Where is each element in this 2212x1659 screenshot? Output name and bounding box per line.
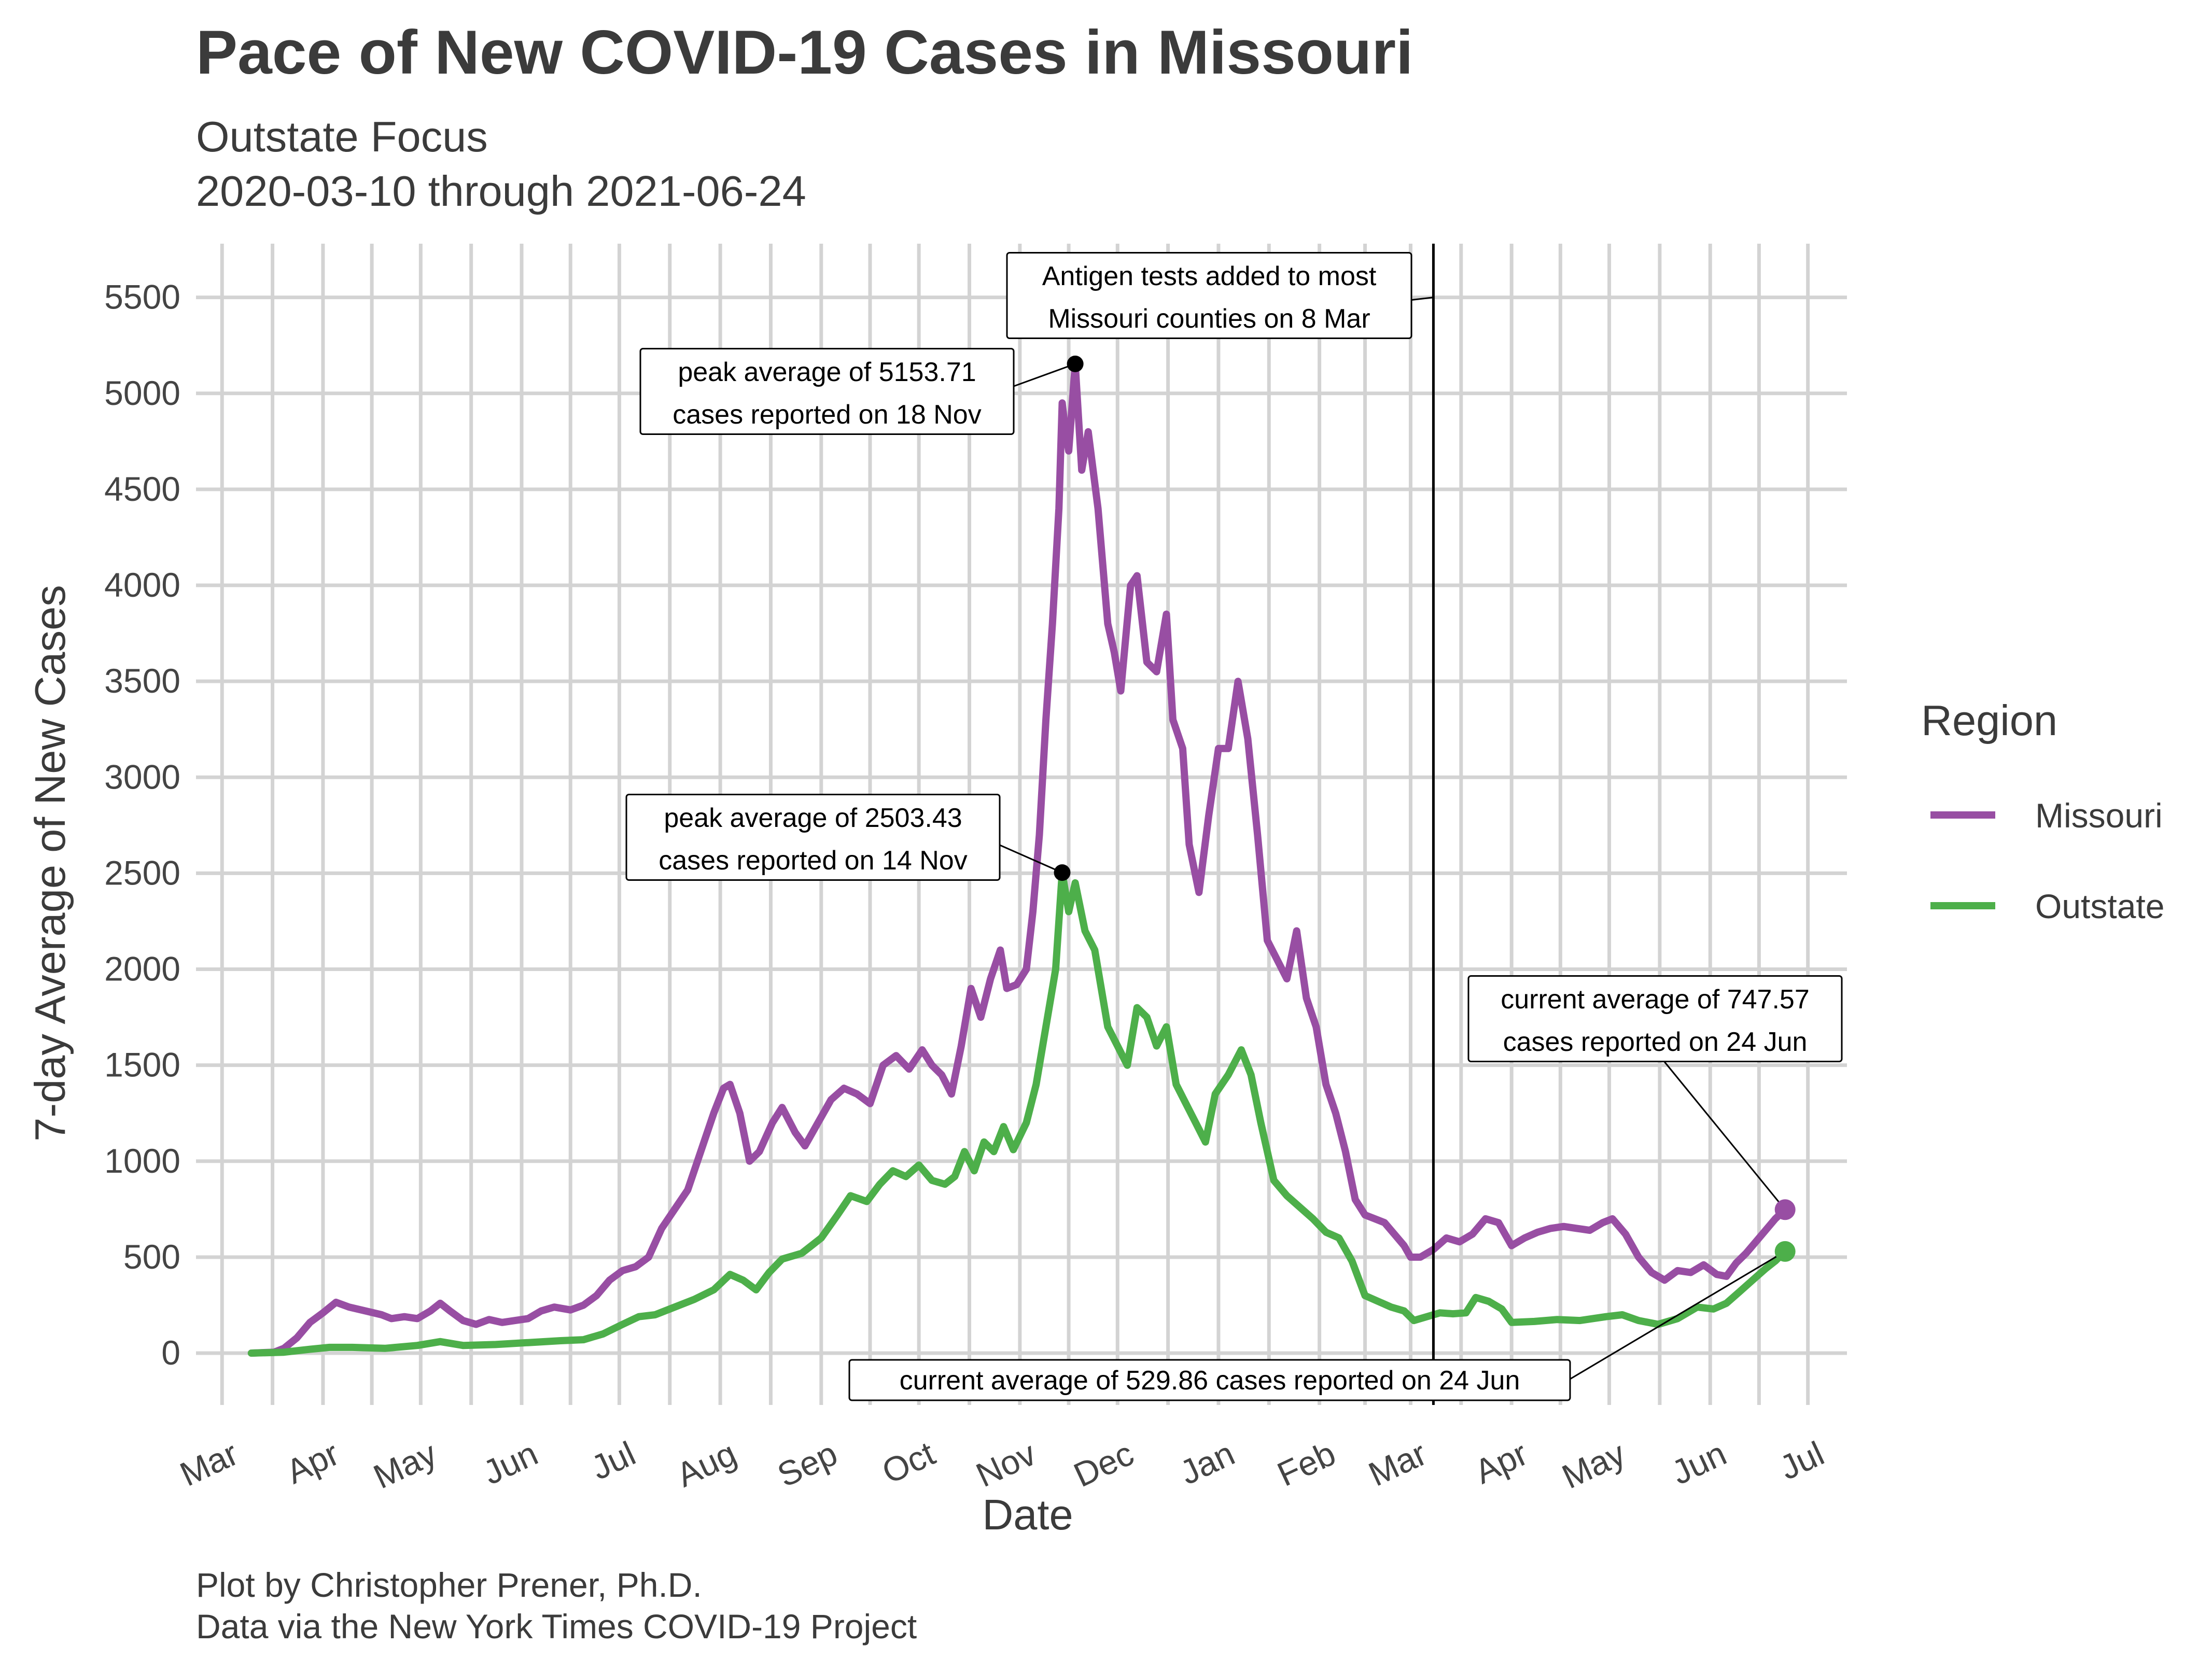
annotations: Antigen tests added to most Missouri coun… [625,244,1843,1405]
chart-subtitle-dates: 2020-03-10 through 2021-06-24 [196,167,806,215]
legend: Region Missouri Outstate [1921,696,2164,925]
y-axis-ticks: 0 500 1000 1500 2000 2500 3000 3500 4000 4500 5000… [104,278,180,1372]
y-tick-label: 5500 [104,278,180,316]
x-tick-label: Mar [174,1434,244,1494]
caption-source: Data via the New York Times COVID-19 Pro… [196,1607,917,1646]
x-tick-label: Jul [1774,1434,1830,1487]
y-tick-label: 5000 [104,374,180,412]
x-tick-label: Oct [876,1434,941,1491]
legend-title: Region [1921,696,2057,744]
ann-os-current-point [1774,1241,1796,1262]
x-tick-label: Apr [280,1434,344,1491]
x-tick-label: Jan [1174,1434,1240,1492]
x-tick-label: Jun [1665,1434,1732,1492]
legend-label-missouri: Missouri [2035,796,2163,835]
y-tick-label: 2500 [104,853,180,892]
y-tick-label: 1000 [104,1142,180,1180]
ann-mo-peak-box [639,348,1015,435]
ann-mo-peak-point [1067,355,1084,372]
x-tick-label: Aug [670,1434,742,1495]
ann-antigen-box [1006,252,1412,339]
ann-antigen-text-line1: Antigen tests added to most [1042,261,1377,291]
y-tick-label: 4500 [104,470,180,508]
ann-mo-peak-text-line2: cases reported on 18 Nov [673,400,981,430]
ann-os-current-text-line1: current average of 529.86 cases reported… [900,1366,1520,1396]
x-tick-label: Mar [1363,1434,1432,1494]
x-tick-label: Apr [1469,1434,1533,1491]
y-axis-title: 7-day Average of New Cases [26,585,74,1141]
ann-mo-peak-text-line1: peak average of 5153.71 [678,357,976,387]
y-tick-label: 4000 [104,566,180,604]
grid [196,244,1847,1405]
legend-label-outstate: Outstate [2035,887,2164,925]
ann-mo-current-leader [1663,1061,1786,1211]
x-tick-label: Nov [970,1434,1042,1495]
y-tick-label: 1500 [104,1046,180,1084]
x-tick-label: May [1556,1434,1631,1496]
y-tick-label: 0 [161,1333,180,1372]
x-tick-label: Jul [585,1434,641,1487]
chart-title: Pace of New COVID-19 Cases in Missouri [196,18,1413,87]
ann-os-peak-text-line1: peak average of 2503.43 [664,803,962,833]
x-axis-title: Date [982,1491,1073,1539]
ann-os-peak-point [1054,864,1071,881]
ann-mo-peak-leader [1013,363,1076,387]
ann-os-peak-text-line2: cases reported on 14 Nov [659,846,967,876]
ann-mo-current-point [1774,1199,1796,1220]
caption-author: Plot by Christopher Prener, Ph.D. [196,1566,702,1604]
y-tick-label: 2000 [104,950,180,988]
x-tick-label: Dec [1068,1434,1140,1495]
ann-os-peak-box [625,794,1001,881]
chart-subtitle-focus: Outstate Focus [196,113,488,161]
ann-antigen-text-line2: Missouri counties on 8 Mar [1048,304,1370,334]
ann-mo-current-box [1467,975,1843,1062]
ann-mo-current-text-line1: current average of 747.57 [1501,985,1810,1015]
x-axis-ticks: Mar Apr May Jun Jul Aug Sep Oct Nov Dec Jan Feb Mar A… [174,1434,1830,1496]
ann-mo-current-text-line2: cases reported on 24 Jun [1503,1027,1808,1057]
ann-os-current-box [848,1359,1571,1401]
ann-os-current-leader [1570,1250,1786,1380]
y-tick-label: 3500 [104,662,180,700]
x-tick-label: May [368,1434,442,1496]
x-tick-label: Sep [772,1434,843,1495]
y-tick-label: 500 [123,1238,180,1276]
x-tick-label: Jun [477,1434,543,1492]
ann-os-peak-leader [999,844,1063,874]
series-line-missouri [247,360,1789,1357]
x-tick-label: Feb [1271,1434,1341,1494]
series-lines [247,360,1789,1357]
y-tick-label: 3000 [104,757,180,796]
series-line-outstate [247,869,1789,1357]
